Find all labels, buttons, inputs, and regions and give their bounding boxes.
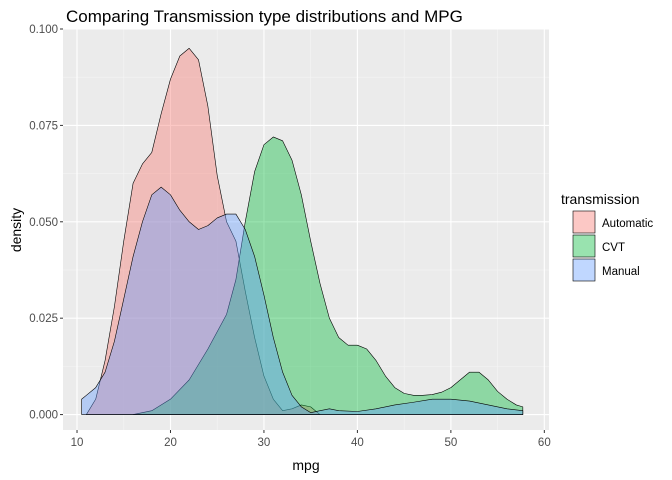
x-tick-label: 10 — [71, 437, 84, 449]
x-tick-label: 30 — [258, 437, 271, 449]
legend-title: transmission — [561, 191, 640, 207]
legend-key-bg — [573, 211, 595, 233]
density-area-automatic — [86, 47, 321, 415]
x-tick-label: 20 — [164, 437, 177, 449]
y-axis-title: density — [8, 208, 24, 252]
legend-swatch-cvt — [572, 234, 596, 258]
y-tick-label: 0.000 — [29, 410, 58, 422]
x-tick-label: 40 — [351, 437, 364, 449]
grid-lines — [63, 28, 549, 430]
x-axis-title: mpg — [292, 457, 319, 473]
chart-title: Comparing Transmission type distribution… — [66, 7, 463, 26]
density-area-cvt — [132, 136, 524, 415]
legend-label-manual: Manual — [602, 266, 640, 278]
y-tick-label: 0.075 — [29, 120, 58, 132]
x-tick-label: 60 — [538, 437, 551, 449]
plot-panel — [63, 29, 549, 430]
axes: 0.000 0.025 0.050 0.075 0.100 10 20 30 40 50 60 — [29, 24, 551, 449]
legend-swatch-manual — [572, 258, 596, 282]
legend-key-bg — [573, 235, 595, 257]
y-tick-label: 0.025 — [29, 313, 58, 325]
y-tick-label: 0.100 — [29, 24, 58, 36]
legend: transmission Automatic CVT Manual — [561, 191, 653, 282]
legend-swatch-automatic — [572, 210, 596, 234]
density-area-manual — [81, 186, 524, 415]
legend-label-automatic: Automatic — [602, 218, 653, 230]
y-tick-label: 0.050 — [29, 217, 58, 229]
x-tick-label: 50 — [444, 437, 457, 449]
legend-label-cvt: CVT — [602, 242, 625, 254]
legend-key-bg — [573, 259, 595, 281]
density-areas — [81, 47, 524, 415]
